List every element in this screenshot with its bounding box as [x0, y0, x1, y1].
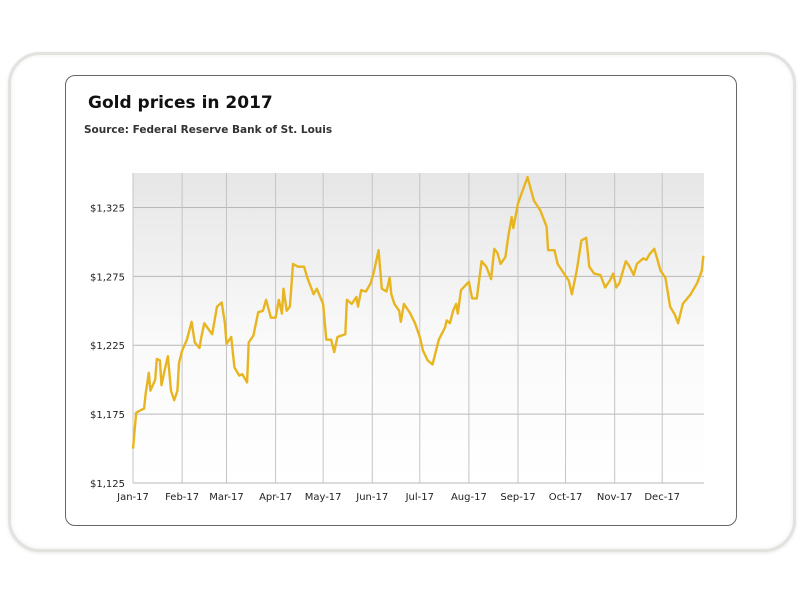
x-tick-label: Nov-17 [597, 492, 633, 503]
y-tick-label: $1,325 [90, 203, 125, 214]
x-tick-label: Apr-17 [259, 492, 292, 503]
gold-price-line [131, 175, 705, 449]
y-tick-label: $1,125 [90, 479, 125, 490]
x-tick-label: Dec-17 [644, 492, 680, 503]
x-tick-label: Mar-17 [209, 492, 244, 503]
x-tick-label: Jun-17 [355, 492, 388, 503]
chart-title: Gold prices in 2017 [88, 93, 273, 113]
x-tick-label: Feb-17 [165, 492, 199, 503]
chart-subtitle: Source: Federal Reserve Bank of St. Loui… [84, 124, 333, 136]
y-tick-label: $1,175 [90, 410, 125, 421]
y-tick-label: $1,225 [90, 341, 125, 352]
plot-area [133, 173, 704, 483]
x-tick-label: Jan-17 [116, 492, 149, 503]
x-tick-label: May-17 [305, 492, 342, 503]
y-tick-label: $1,275 [90, 272, 125, 283]
x-tick-label: Jul-17 [405, 492, 434, 503]
x-tick-label: Aug-17 [451, 492, 487, 503]
x-tick-label: Sep-17 [500, 492, 535, 503]
x-tick-label: Oct-17 [549, 492, 583, 503]
